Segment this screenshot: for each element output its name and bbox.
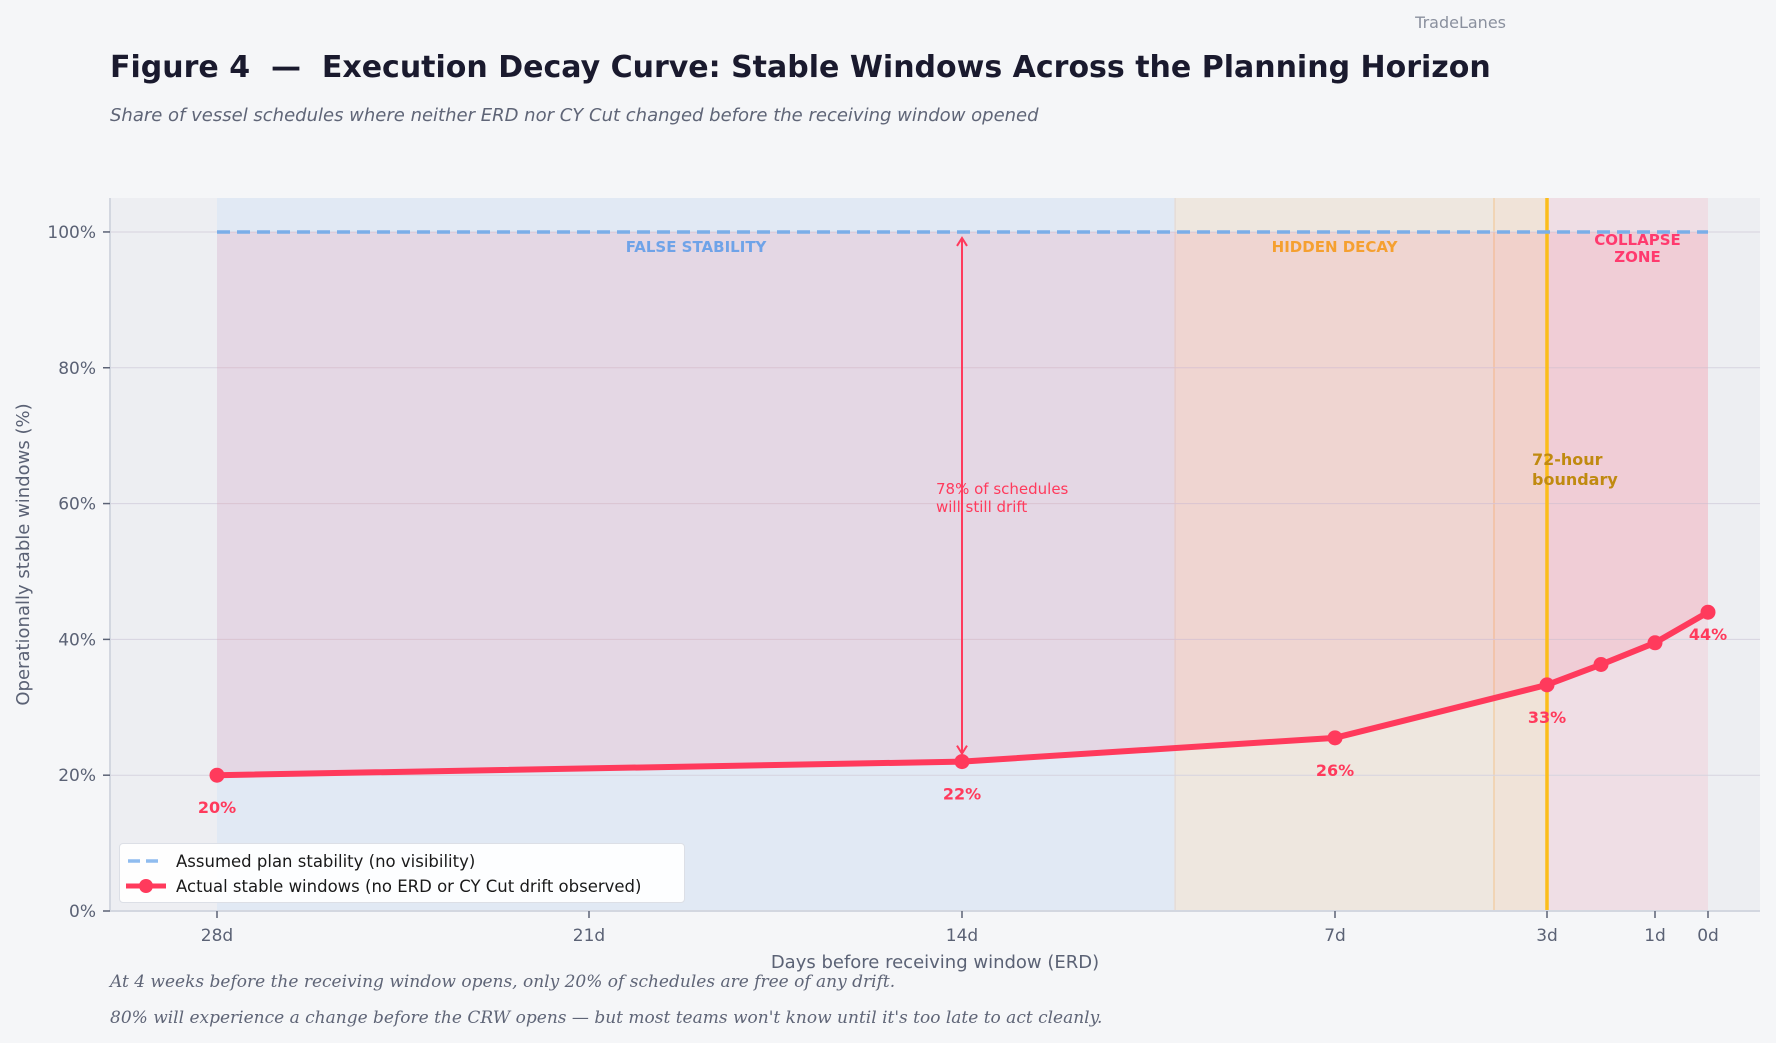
x-tick-label: 28d: [201, 926, 233, 946]
zone-label: ZONE: [1614, 248, 1660, 266]
data-point: [1647, 635, 1663, 651]
zone-label: COLLAPSE: [1594, 231, 1681, 249]
point-label: 26%: [1316, 761, 1354, 780]
legend: Assumed plan stability (no visibility) A…: [119, 843, 685, 903]
y-tick-label: 80%: [58, 359, 96, 379]
marker-line-swatch-icon: [126, 876, 166, 896]
zone-label: HIDDEN DECAY: [1272, 238, 1399, 256]
series-lines: [209, 230, 1716, 783]
y-tick-label: 40%: [58, 630, 96, 650]
footnote-1: At 4 weeks before the receiving window o…: [110, 972, 896, 992]
x-tick-label: 7d: [1324, 926, 1346, 946]
figure-subtitle: Share of vessel schedules where neither …: [110, 105, 1039, 126]
arrow-down-icon: [956, 745, 968, 756]
x-tick-label: 21d: [573, 926, 605, 946]
zone-band: [1547, 198, 1708, 911]
y-tick-label: 100%: [47, 223, 96, 243]
axes: 0% 20% 40% 60% 80% 100% 28d 21d 14d 7d 3d 1d 0d Days …: [13, 198, 1760, 973]
x-tick-label: 0d: [1697, 926, 1719, 946]
legend-label: Assumed plan stability (no visibility): [176, 851, 476, 871]
x-tick-label: 14d: [946, 926, 978, 946]
x-axis-title: Days before receiving window (ERD): [771, 952, 1099, 973]
data-point: [954, 754, 970, 770]
point-label: 20%: [198, 798, 236, 817]
data-point: [1593, 657, 1609, 673]
legend-item-actual: Actual stable windows (no ERD or CY Cut …: [120, 874, 641, 898]
y-axis-title: Operationally stable windows (%): [13, 403, 34, 705]
point-label: 33%: [1528, 708, 1566, 727]
y-tick-label: 60%: [58, 495, 96, 515]
figure-title: Figure 4 — Execution Decay Curve: Stable…: [110, 50, 1491, 85]
data-point: [1700, 604, 1716, 620]
zone-label: FALSE STABILITY: [626, 238, 768, 256]
footnote-2: 80% will experience a change before the …: [110, 1008, 1103, 1028]
legend-label: Actual stable windows (no ERD or CY Cut …: [176, 876, 642, 896]
zone-band: [217, 198, 1176, 911]
point-label: 22%: [943, 785, 981, 804]
zones: [217, 198, 1708, 911]
point-label: 44%: [1689, 625, 1727, 644]
data-point: [209, 767, 225, 783]
data-point: [1539, 677, 1555, 693]
zone-band: [1494, 198, 1547, 911]
x-tick-label: 1d: [1644, 926, 1666, 946]
legend-item-assumed: Assumed plan stability (no visibility): [120, 849, 475, 873]
y-tick-label: 20%: [58, 766, 96, 786]
y-tick-label: 0%: [69, 902, 96, 922]
zone-band: [1175, 198, 1494, 911]
boundary-label: boundary: [1532, 470, 1618, 489]
drift-annotation: 78% of schedules: [936, 480, 1069, 498]
dashed-line-swatch-icon: [126, 851, 166, 871]
arrow-up-icon: [956, 236, 968, 247]
brand-label: TradeLanes: [1415, 13, 1506, 32]
data-point: [1327, 730, 1343, 746]
x-tick-label: 3d: [1536, 926, 1558, 946]
boundary-label: 72-hour: [1532, 450, 1603, 469]
drift-annotation: will still drift: [936, 498, 1027, 516]
